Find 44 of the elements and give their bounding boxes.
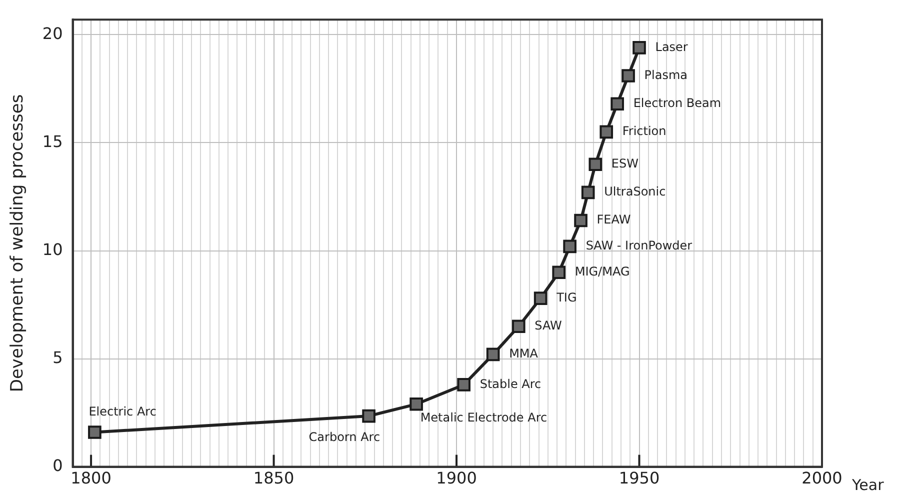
annotation: Plasma — [644, 68, 688, 82]
point — [610, 97, 624, 111]
y-tick-label: 5 — [52, 348, 63, 367]
annotation: Friction — [622, 124, 666, 138]
annotation: Stable Arc — [480, 376, 542, 391]
annotation: Metalic Electrode Arc — [420, 410, 548, 424]
annotation: ESW — [611, 156, 639, 170]
point — [563, 240, 576, 254]
point — [632, 41, 646, 54]
annotation: MMA — [509, 346, 539, 361]
point — [588, 158, 602, 172]
point — [600, 125, 614, 139]
point — [534, 292, 548, 305]
annotation: UltraSonic — [604, 184, 666, 199]
annotation: SAW — [534, 318, 562, 332]
point — [574, 214, 588, 228]
x-tick-label: 1800 — [70, 468, 112, 488]
annotation: SAW - IronPowder — [586, 238, 692, 253]
point — [88, 426, 102, 439]
y-tick-label: 0 — [52, 456, 63, 475]
point — [457, 378, 470, 392]
point — [552, 266, 566, 280]
x-tick-label: 1950 — [618, 468, 660, 488]
y-tick-label: 15 — [42, 132, 63, 151]
annotation: Electric Arc — [88, 404, 156, 418]
point — [512, 320, 526, 334]
x-tick-label: 1850 — [253, 468, 294, 488]
y-tick-label: 10 — [42, 240, 63, 259]
y-axis-title: Development of welding processes — [8, 94, 28, 392]
annotation: MIG/MAG — [574, 264, 630, 278]
x-axis-title: Year — [851, 476, 885, 494]
annotation: TIG — [556, 290, 577, 304]
point — [581, 186, 595, 200]
point — [486, 348, 500, 362]
annotation: FEAW — [596, 212, 631, 227]
point — [362, 409, 376, 423]
x-tick-label: 2000 — [802, 468, 842, 488]
x-tick-label: 1900 — [436, 468, 477, 488]
point — [622, 69, 635, 82]
annotation: Carborn Arc — [308, 430, 380, 444]
annotation: Electron Beam — [633, 96, 722, 110]
annotation: Laser — [655, 40, 688, 54]
y-tick-label: 20 — [42, 24, 63, 43]
point — [410, 397, 423, 411]
